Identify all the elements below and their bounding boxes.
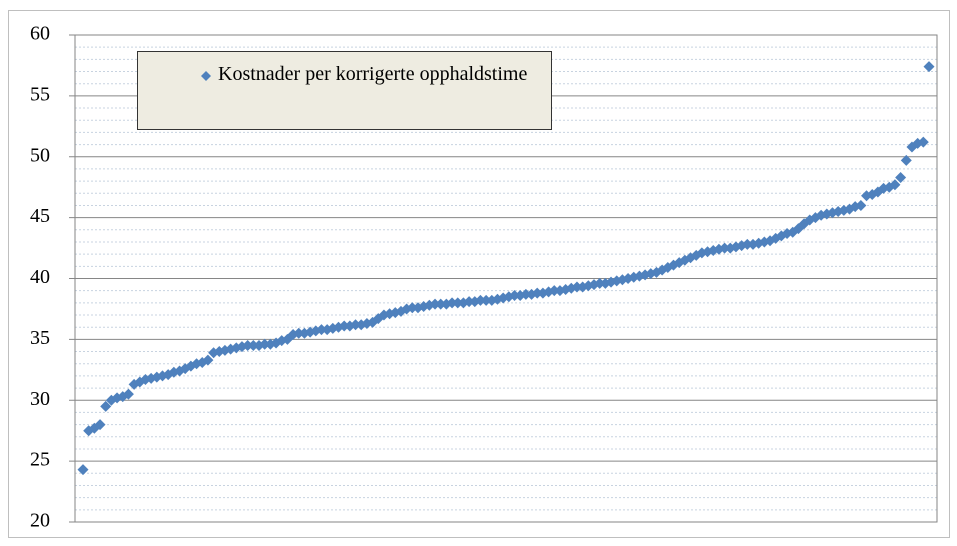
data-point — [509, 290, 521, 302]
data-point — [548, 285, 560, 297]
y-tick-label: 30 — [30, 388, 50, 410]
data-point — [293, 327, 305, 339]
data-point — [259, 338, 271, 350]
data-point — [429, 298, 441, 310]
data-point — [452, 297, 464, 309]
plot-border — [74, 34, 938, 523]
data-point — [895, 171, 907, 183]
data-point — [889, 179, 901, 191]
data-point — [520, 288, 532, 300]
data-point — [855, 199, 867, 211]
data-point — [923, 61, 935, 73]
legend-diamond — [201, 71, 211, 81]
data-point — [480, 294, 492, 306]
data-point — [679, 254, 691, 266]
data-point — [338, 320, 350, 332]
legend-marker — [201, 71, 211, 81]
data-point — [315, 324, 327, 336]
data-point — [719, 242, 731, 254]
legend: Kostnader per korrigerte opphaldstime — [137, 51, 552, 130]
data-point — [571, 281, 583, 293]
y-tick-label: 25 — [30, 449, 50, 471]
data-point — [94, 419, 106, 431]
data-point — [594, 277, 606, 289]
data-point — [435, 298, 447, 310]
data-point — [202, 354, 214, 366]
data-point — [474, 294, 486, 306]
y-tick-label: 40 — [30, 266, 50, 288]
data-point — [917, 136, 929, 148]
data-point — [77, 464, 89, 476]
data-point — [900, 154, 912, 166]
data-point — [406, 302, 418, 314]
data-point — [463, 296, 475, 308]
y-tick-label: 55 — [30, 83, 50, 105]
y-tick-label: 20 — [30, 510, 50, 532]
data-point — [446, 297, 458, 309]
y-tick-label: 60 — [30, 23, 50, 45]
data-point — [122, 388, 134, 400]
data-point — [247, 339, 259, 351]
y-tick-label: 35 — [30, 327, 50, 349]
data-point — [100, 400, 112, 412]
data-point — [741, 238, 753, 250]
y-tick-label: 45 — [30, 205, 50, 227]
legend-label: Kostnader per korrigerte opphaldstime — [218, 63, 528, 85]
data-point — [531, 287, 543, 299]
data-point — [242, 339, 254, 351]
y-tick-label: 50 — [30, 144, 50, 166]
data-point — [350, 319, 362, 331]
